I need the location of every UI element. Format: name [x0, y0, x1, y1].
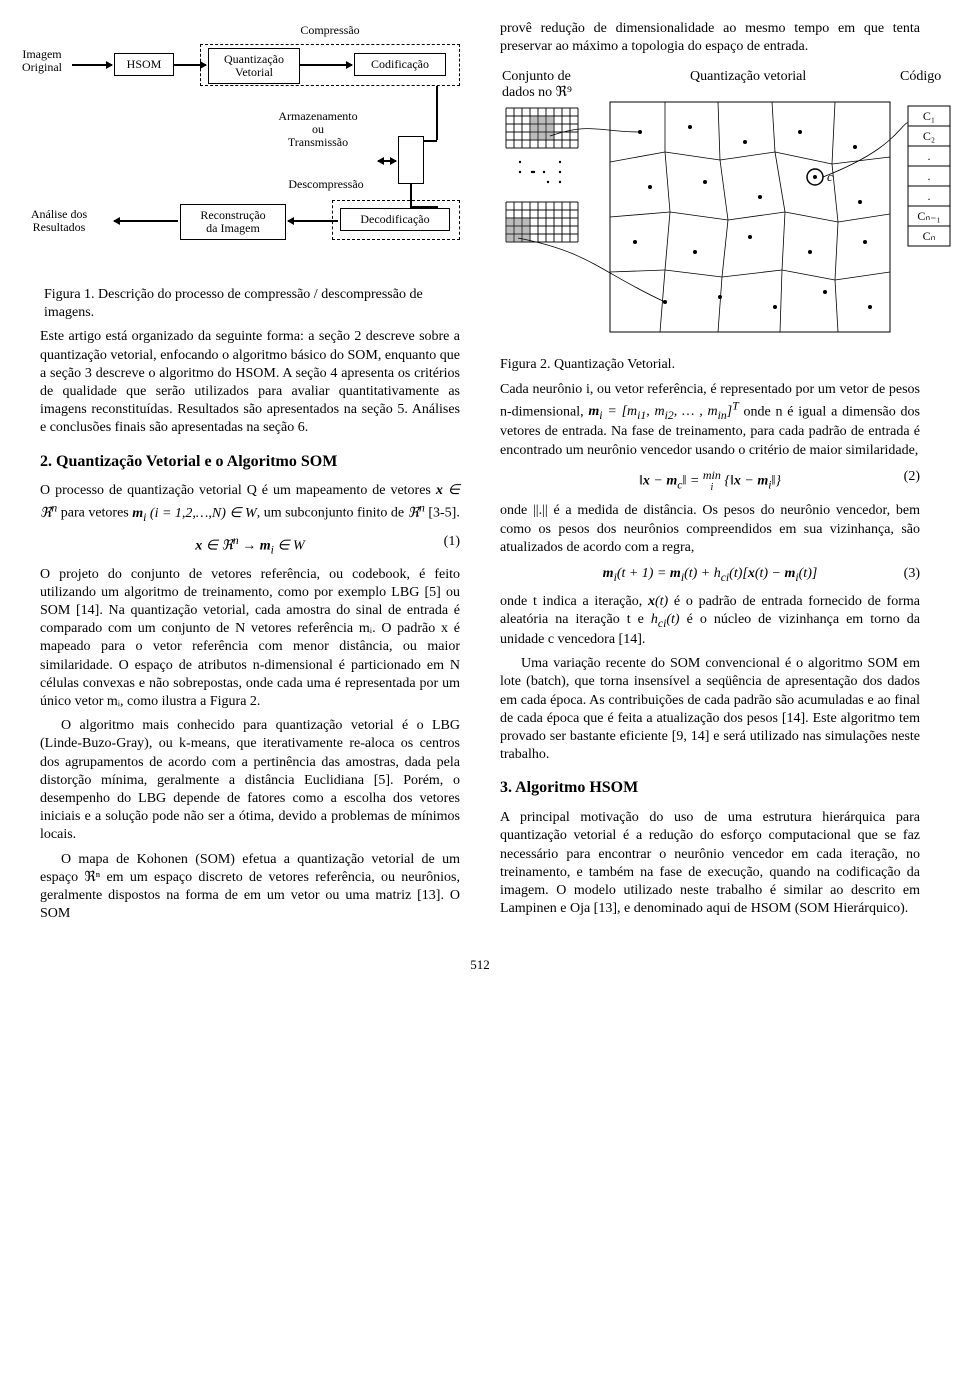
svg-text:c: c: [827, 169, 833, 184]
right-p0: provê redução de dimensionalidade ao mes…: [500, 20, 920, 56]
left-p5: O mapa de Kohonen (SOM) efetua a quantiz…: [40, 851, 460, 924]
left-p3: O projeto do conjunto de vetores referên…: [40, 566, 460, 712]
page-number: 512: [40, 957, 920, 974]
right-p1: Cada neurônio i, ou vetor referência, é …: [500, 381, 920, 460]
svg-text:Quantização vetorial: Quantização vetorial: [690, 69, 806, 84]
fig2-svg: Conjunto dedados no ℜ⁹ Quantização vetori…: [500, 62, 960, 352]
svg-text:.: .: [928, 149, 931, 163]
svg-text:C₂: C₂: [923, 129, 935, 143]
right-p5: A principal motivação do uso de uma estr…: [500, 809, 920, 918]
right-p2: onde ||.|| é a medida de distância. Os p…: [500, 502, 920, 557]
left-p1: Este artigo está organizado da seguinte …: [40, 328, 460, 437]
buffer-box: [398, 136, 424, 184]
quant-vetorial-box: Quantização Vetorial: [208, 48, 300, 84]
compression-label: Compressão: [280, 24, 380, 37]
svg-text:.: .: [928, 189, 931, 203]
equation-2: ‖x − mc‖ = mini {‖x − mi‖} (2): [500, 468, 920, 495]
right-p3: onde t indica a iteração, x(t) é o padrã…: [500, 593, 920, 649]
codificacao-box: Codificação: [354, 53, 446, 76]
svg-text:Cₙ₋₁: Cₙ₋₁: [917, 209, 940, 223]
imagem-original-label: Imagem Original: [12, 48, 72, 74]
fig1-flowchart: Compressão Imagem Original HSOM Quantiza…: [40, 20, 480, 280]
fig2-container: Conjunto dedados no ℜ⁹ Quantização vetori…: [500, 62, 960, 352]
armaz-label: Armazenamento ou Transmissão: [258, 110, 378, 150]
left-p2: O processo de quantização vetorial Q é u…: [40, 482, 460, 525]
svg-text:Cₙ: Cₙ: [923, 229, 936, 243]
fig1-caption: Figura 1. Descrição do processo de compr…: [40, 286, 460, 322]
right-p4: Uma variação recente do SOM convencional…: [500, 655, 920, 764]
hsom-box: HSOM: [114, 53, 174, 76]
reconstrucao-box: Reconstrução da Imagem: [180, 204, 286, 240]
svg-text:.: .: [928, 169, 931, 183]
section3-title: 3. Algoritmo HSOM: [500, 778, 920, 799]
fig2-caption: Figura 2. Quantização Vetorial.: [500, 356, 920, 374]
analise-label: Análise dos Resultados: [12, 208, 106, 234]
left-p4: O algoritmo mais conhecido para quantiza…: [40, 717, 460, 844]
equation-3: mi(t + 1) = mi(t) + hci(t)[x(t) − mi(t)]…: [500, 565, 920, 585]
svg-text:dados no ℜ⁹: dados no ℜ⁹: [502, 85, 572, 100]
svg-text:C₁: C₁: [923, 109, 935, 123]
section2-title: 2. Quantização Vetorial e o Algoritmo SO…: [40, 452, 460, 473]
equation-1: x ∈ ℜn → mi ∈ W (1): [40, 533, 460, 558]
svg-text:Código: Código: [900, 69, 941, 84]
descomp-label: Descompressão: [276, 178, 376, 191]
svg-text:Conjunto de: Conjunto de: [502, 69, 571, 84]
decod-box: Decodificação: [340, 208, 450, 231]
